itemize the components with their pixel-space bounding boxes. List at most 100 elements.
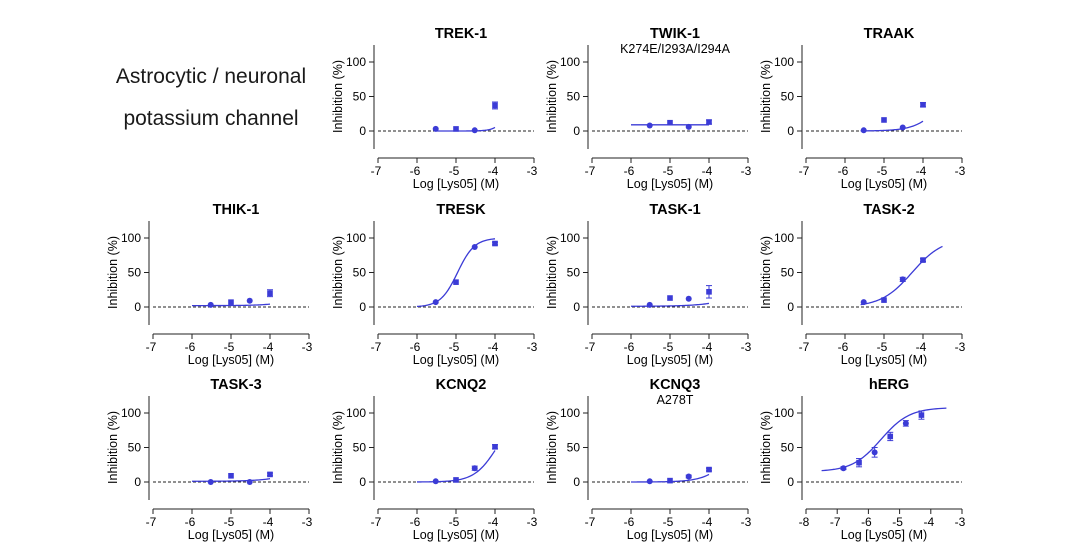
data-point	[685, 473, 692, 480]
data-point	[840, 465, 847, 472]
x-axis-label: Log [Lys05] (M)	[627, 528, 713, 542]
data-point	[432, 299, 439, 306]
x-tick-label: -8	[799, 515, 810, 529]
y-tick-label: 100	[346, 231, 366, 245]
y-tick-label: 0	[573, 475, 580, 489]
x-tick-label: -7	[585, 515, 596, 529]
x-tick-label: -5	[877, 164, 888, 178]
y-tick-label: 100	[560, 55, 580, 69]
data-point	[887, 433, 894, 440]
fit-curve	[860, 245, 943, 306]
y-tick-label: 0	[359, 300, 366, 314]
x-tick-label: -6	[410, 515, 421, 529]
data-point	[432, 125, 439, 132]
x-axis-label: Log [Lys05] (M)	[841, 353, 927, 367]
data-point	[860, 299, 867, 306]
fit-curve	[631, 302, 710, 307]
x-tick-label: -4	[263, 340, 274, 354]
x-tick-label: -7	[146, 340, 157, 354]
y-tick-label: 50	[567, 266, 581, 280]
y-axis-label: Inhibition (%)	[106, 236, 120, 309]
panel-title: TRESK	[436, 202, 486, 218]
panel-title: TASK-3	[210, 377, 261, 393]
x-tick-label: -3	[955, 340, 966, 354]
y-tick-label: 100	[560, 406, 580, 420]
data-point	[453, 279, 459, 285]
y-tick-label: 50	[353, 266, 367, 280]
x-tick-label: -5	[449, 164, 460, 178]
x-axis-label: Log [Lys05] (M)	[841, 528, 927, 542]
x-tick-label: -6	[838, 164, 849, 178]
panel-title: TASK-2	[863, 202, 914, 218]
y-tick-label: 50	[567, 90, 581, 104]
y-axis-label: Inhibition (%)	[545, 60, 559, 133]
y-tick-label: 0	[787, 475, 794, 489]
y-tick-label: 50	[781, 266, 795, 280]
data-point	[899, 124, 906, 131]
x-tick-label: -5	[224, 515, 235, 529]
data-point	[471, 127, 478, 134]
x-tick-label: -6	[624, 164, 635, 178]
data-point	[492, 240, 498, 247]
panel-title: hERG	[869, 377, 909, 393]
x-tick-label: -3	[302, 515, 313, 529]
y-tick-label: 50	[781, 90, 795, 104]
data-point	[918, 412, 925, 418]
panel-title: THIK-1	[213, 202, 260, 218]
y-axis-label: Inhibition (%)	[759, 60, 773, 133]
data-point	[667, 477, 673, 484]
y-tick-label: 50	[353, 441, 367, 455]
x-tick-label: -6	[624, 515, 635, 529]
x-tick-label: -6	[838, 340, 849, 354]
data-point	[453, 126, 459, 132]
x-tick-label: -5	[224, 340, 235, 354]
figure-heading: Astrocytic / neuronal potassium channel	[86, 56, 336, 140]
x-tick-label: -3	[527, 340, 538, 354]
y-axis-label: Inhibition (%)	[331, 236, 345, 309]
y-tick-label: 100	[774, 231, 794, 245]
x-tick-label: -7	[799, 340, 810, 354]
y-tick-label: 100	[346, 406, 366, 420]
x-tick-label: -7	[830, 515, 841, 529]
data-point	[646, 122, 653, 129]
data-point	[920, 101, 926, 108]
x-tick-label: -3	[741, 164, 752, 178]
x-tick-label: -7	[146, 515, 157, 529]
x-tick-label: -4	[488, 164, 499, 178]
x-tick-label: -5	[663, 340, 674, 354]
x-tick-label: -7	[585, 340, 596, 354]
y-tick-label: 50	[353, 90, 367, 104]
x-tick-label: -5	[663, 515, 674, 529]
data-point	[667, 295, 673, 301]
data-point	[706, 466, 712, 473]
y-tick-label: 50	[128, 441, 142, 455]
y-tick-label: 100	[560, 231, 580, 245]
x-tick-label: -6	[410, 164, 421, 178]
x-axis-label: Log [Lys05] (M)	[413, 528, 499, 542]
x-tick-label: -4	[702, 164, 713, 178]
data-point	[432, 478, 439, 485]
x-tick-label: -3	[955, 515, 966, 529]
data-point	[902, 420, 909, 427]
x-tick-label: -4	[923, 515, 934, 529]
y-tick-label: 100	[346, 55, 366, 69]
panel-title: TREK-1	[435, 26, 487, 42]
x-tick-label: -5	[877, 340, 888, 354]
heading-line-2: potassium channel	[123, 107, 299, 130]
data-point	[228, 472, 234, 479]
x-tick-label: -7	[371, 164, 382, 178]
x-tick-label: -4	[488, 515, 499, 529]
y-tick-label: 0	[787, 124, 794, 138]
panel-subtitle: K274E/I293A/I294A	[620, 42, 730, 56]
data-point	[706, 119, 712, 125]
data-point	[492, 444, 498, 450]
x-tick-label: -4	[702, 515, 713, 529]
